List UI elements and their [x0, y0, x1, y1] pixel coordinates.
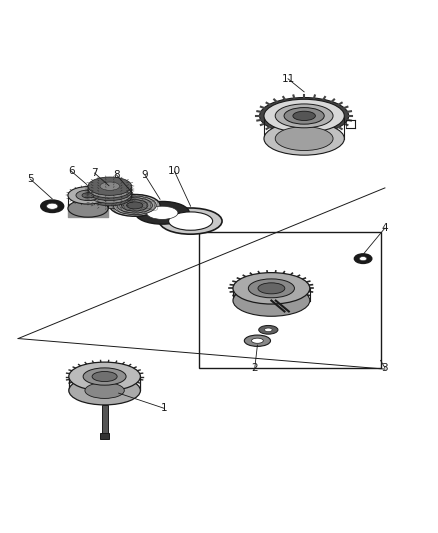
Ellipse shape [76, 190, 100, 200]
Ellipse shape [233, 285, 310, 316]
Ellipse shape [69, 362, 141, 391]
Ellipse shape [110, 195, 160, 216]
Ellipse shape [113, 196, 156, 215]
Ellipse shape [275, 127, 333, 150]
Text: 1: 1 [161, 403, 168, 414]
Ellipse shape [88, 190, 132, 208]
Ellipse shape [354, 254, 372, 263]
Ellipse shape [85, 383, 124, 399]
Ellipse shape [159, 208, 222, 234]
Bar [102, 405, 108, 433]
Ellipse shape [259, 326, 278, 334]
Ellipse shape [88, 188, 132, 206]
Ellipse shape [83, 368, 126, 385]
Ellipse shape [275, 104, 333, 128]
Ellipse shape [88, 185, 132, 203]
Ellipse shape [233, 272, 310, 304]
Ellipse shape [360, 256, 367, 261]
Ellipse shape [100, 184, 120, 193]
Ellipse shape [100, 190, 120, 198]
Ellipse shape [127, 202, 143, 209]
Ellipse shape [264, 99, 344, 133]
Ellipse shape [264, 122, 344, 155]
Ellipse shape [260, 98, 349, 134]
Ellipse shape [68, 200, 108, 217]
Text: 9: 9 [141, 170, 148, 180]
Ellipse shape [46, 203, 58, 209]
Ellipse shape [147, 206, 178, 220]
Ellipse shape [88, 182, 132, 200]
Ellipse shape [68, 187, 108, 204]
Ellipse shape [69, 376, 141, 405]
Bar [100, 433, 109, 439]
Bar [199, 232, 381, 368]
Text: 11: 11 [281, 74, 295, 84]
Ellipse shape [100, 182, 120, 190]
Text: 7: 7 [91, 168, 98, 178]
Ellipse shape [92, 372, 117, 382]
Ellipse shape [100, 192, 120, 201]
Text: 3: 3 [381, 363, 388, 373]
Text: 4: 4 [381, 223, 388, 233]
Text: 2: 2 [251, 363, 258, 373]
Ellipse shape [41, 200, 64, 212]
Text: 10: 10 [168, 166, 181, 176]
Ellipse shape [88, 177, 132, 195]
Ellipse shape [293, 111, 315, 120]
Ellipse shape [122, 200, 148, 211]
Ellipse shape [251, 338, 263, 343]
Text: 6: 6 [68, 166, 75, 176]
Ellipse shape [135, 201, 189, 224]
Ellipse shape [100, 195, 120, 204]
Ellipse shape [284, 108, 324, 124]
Ellipse shape [82, 193, 94, 198]
Ellipse shape [258, 283, 285, 294]
Ellipse shape [88, 180, 132, 198]
Ellipse shape [100, 187, 120, 196]
Ellipse shape [244, 335, 271, 346]
Ellipse shape [169, 212, 212, 230]
Text: 5: 5 [27, 174, 34, 184]
Ellipse shape [117, 198, 152, 213]
Ellipse shape [248, 279, 294, 298]
Ellipse shape [265, 328, 272, 332]
Text: 8: 8 [113, 170, 120, 180]
